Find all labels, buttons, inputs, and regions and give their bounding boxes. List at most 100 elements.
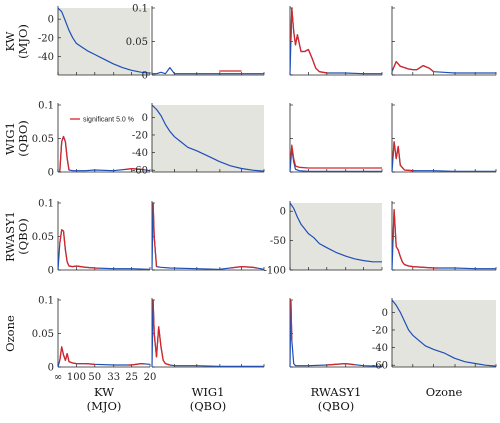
row-label-name: Ozone <box>3 315 17 352</box>
col-label-sub: (QBO) <box>318 399 355 413</box>
panel-r1-c2 <box>289 103 383 173</box>
y-tick-label: -40 <box>38 52 54 63</box>
y-tick-label: 0.05 <box>32 329 54 340</box>
y-tick-label: -20 <box>132 130 148 141</box>
series-line <box>57 229 151 271</box>
row-label-kw: KW (MJO) <box>3 24 30 59</box>
col-label-kw: KW <box>94 385 114 399</box>
panel-r0-c3 <box>391 6 497 76</box>
y-tick-label: 0 <box>280 207 286 218</box>
panel-r3-c2 <box>289 298 383 368</box>
panel-r0-c0: 0 -20 -40 <box>38 6 151 76</box>
y-tick-label: 0 <box>48 15 54 26</box>
significant-segment <box>126 168 145 171</box>
y-tick-label: 0.05 <box>32 134 54 145</box>
series-line <box>391 299 497 367</box>
y-tick-label: -50 <box>270 236 286 247</box>
y-tick-label: 0.05 <box>126 37 148 48</box>
significant-segment <box>127 362 145 366</box>
row-label-sub: (QBO) <box>16 120 30 157</box>
significant-segment <box>59 135 70 172</box>
row-label-wig1: WIG1 (QBO) <box>3 120 30 157</box>
significant-segment <box>290 7 327 74</box>
diag-background <box>290 203 382 270</box>
col-label-wig1: WIG1 <box>192 385 225 399</box>
y-tick-label: -100 <box>264 266 286 277</box>
series-line <box>289 299 383 368</box>
significant-segment <box>230 265 258 269</box>
panel-r3-c0: 0 0.05 0.1 <box>32 296 151 374</box>
y-tick-label: -60 <box>132 166 148 177</box>
x-tick-label: ∞ <box>54 372 62 383</box>
diag-background <box>392 300 496 367</box>
col-label-ozone: Ozone <box>426 385 463 399</box>
panel-r3-c3: 0 -20 -40 -60 <box>372 298 497 372</box>
y-tick-label: 0 <box>142 113 148 124</box>
significant-segment <box>59 346 95 365</box>
x-tick-label: 50 <box>88 372 101 383</box>
y-tick-label: 0.05 <box>32 232 54 243</box>
x-tick-label: 20 <box>144 372 157 383</box>
y-tick-label: -40 <box>132 148 148 159</box>
panel-r2-c0: 0 0.05 0.1 <box>32 199 151 277</box>
series-line <box>391 60 496 74</box>
panel-r2-c2: 0 -50 -100 <box>264 201 383 277</box>
row-label-sub: (MJO) <box>16 24 30 59</box>
panel-r2-c1 <box>151 201 265 271</box>
panel-r1-c0: 0 0.05 0.1 <box>32 101 151 179</box>
y-tick-label: 0 <box>48 363 54 374</box>
series-line <box>289 7 382 75</box>
y-tick-label: -60 <box>372 361 388 372</box>
row-label-name: RWASY1 <box>3 211 17 262</box>
row-label-ozone: Ozone <box>3 315 17 352</box>
y-tick-label: 0 <box>48 266 54 277</box>
col-label-rwasy1: RWASY1 <box>311 385 362 399</box>
series-line <box>57 7 151 74</box>
series-line <box>151 299 264 368</box>
y-tick-label: 0.1 <box>38 199 54 210</box>
y-tick-label: 0.1 <box>38 296 54 307</box>
series-line <box>151 104 265 172</box>
y-tick-label: 0.1 <box>132 4 148 15</box>
row-label-sub: (QBO) <box>16 218 30 255</box>
panel-r2-c3 <box>391 201 497 271</box>
y-tick-label: -40 <box>372 343 388 354</box>
diag-background <box>152 105 264 172</box>
series-line <box>152 66 264 75</box>
significant-segment <box>59 229 99 269</box>
significant-segment <box>326 362 355 366</box>
row-label-name: KW <box>3 31 17 51</box>
panel-r0-c2 <box>289 6 383 76</box>
x-tick-label: 100 <box>67 372 86 383</box>
series-line <box>391 209 496 271</box>
significant-segment <box>392 141 413 172</box>
diag-background <box>58 8 150 75</box>
panel-r1-c3 <box>391 103 497 173</box>
significant-segment <box>290 144 382 169</box>
significant-segment <box>290 299 293 341</box>
y-tick-label: 0.1 <box>38 101 54 112</box>
y-tick-label: -20 <box>372 325 388 336</box>
col-label-sub: (MJO) <box>87 399 122 413</box>
series-line <box>289 202 382 263</box>
panel-r3-c1 <box>151 298 265 368</box>
y-tick-label: 0 <box>382 308 388 319</box>
y-tick-label: -20 <box>38 33 54 44</box>
significant-segment <box>152 299 171 366</box>
series-line <box>391 141 496 173</box>
significant-segment <box>392 209 438 269</box>
y-tick-label: 0 <box>48 168 54 179</box>
panel-r0-c1: 0 0.05 0.1 <box>126 4 265 82</box>
row-label-rwasy1: RWASY1 (QBO) <box>3 211 30 262</box>
col-label-sub: (QBO) <box>190 399 227 413</box>
legend-label: significant 5.0 % <box>83 117 134 124</box>
panel-r1-c1: 0 -20 -40 -60 <box>132 103 265 177</box>
series-line <box>151 202 265 271</box>
row-label-name: WIG1 <box>3 122 17 155</box>
y-tick-label: 0 <box>142 71 148 82</box>
significant-segment <box>392 60 435 73</box>
significant-segment <box>152 202 158 267</box>
x-tick-label: 33 <box>107 372 120 383</box>
x-tick-label: 25 <box>125 372 138 383</box>
